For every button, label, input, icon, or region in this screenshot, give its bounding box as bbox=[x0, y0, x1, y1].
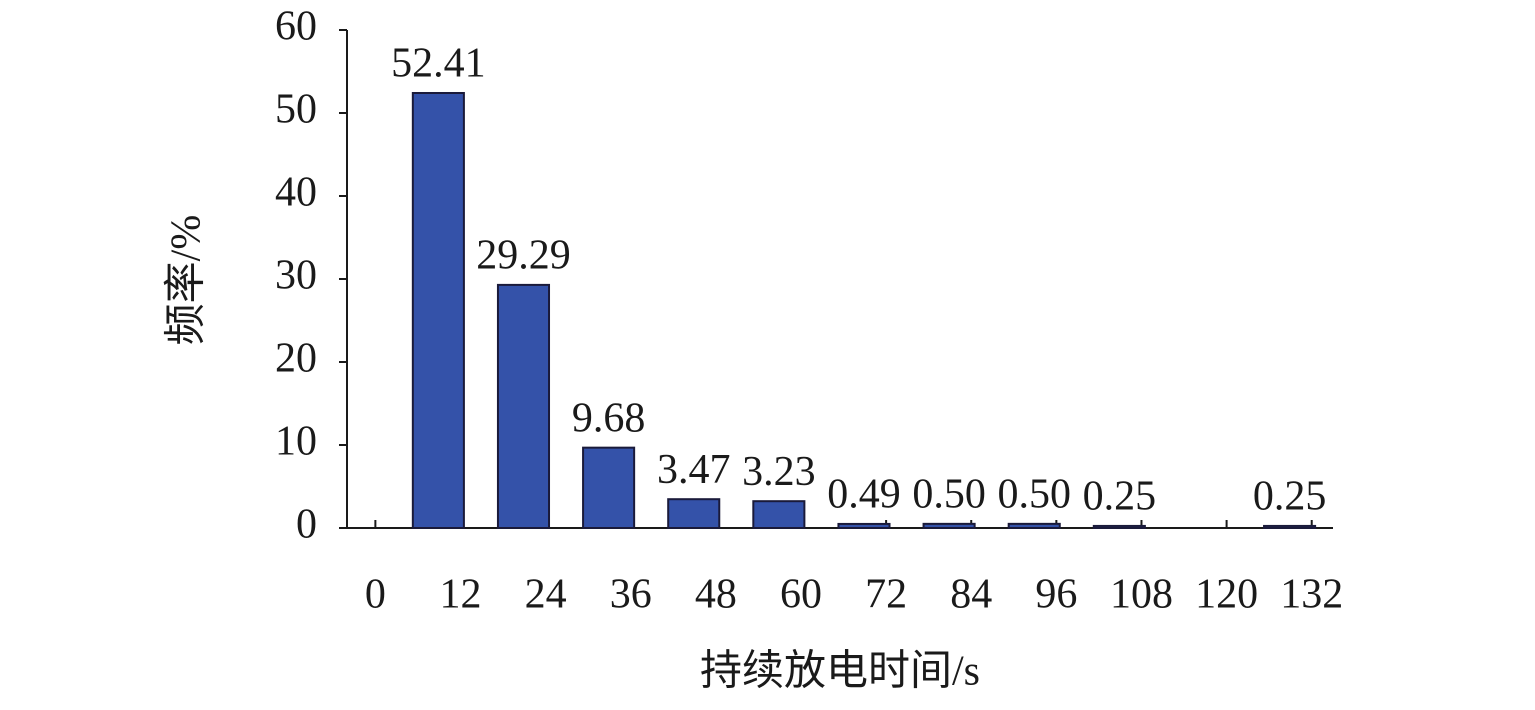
value-label: 0.50 bbox=[912, 471, 986, 517]
x-tick-label: 0 bbox=[365, 572, 386, 618]
bar bbox=[496, 283, 551, 529]
x-tick-label: 60 bbox=[780, 572, 822, 618]
x-tick-label: 84 bbox=[950, 572, 992, 618]
x-tick-label: 132 bbox=[1280, 572, 1343, 618]
y-tick-label: 30 bbox=[275, 253, 317, 299]
value-label: 0.50 bbox=[997, 471, 1071, 517]
bar bbox=[1092, 524, 1146, 529]
bar bbox=[411, 91, 465, 529]
y-tick-label: 50 bbox=[275, 87, 317, 133]
y-axis-label: 频率/% bbox=[163, 215, 210, 346]
value-label: 9.68 bbox=[572, 395, 646, 441]
y-tick-label: 20 bbox=[275, 336, 317, 382]
value-label: 52.41 bbox=[391, 41, 486, 87]
bar bbox=[1007, 522, 1061, 529]
y-tick-label: 60 bbox=[275, 4, 317, 50]
value-label: 0.25 bbox=[1083, 474, 1157, 520]
x-tick-label: 72 bbox=[865, 572, 907, 618]
x-tick-label: 108 bbox=[1110, 572, 1173, 618]
bar bbox=[582, 446, 636, 530]
x-tick-label: 48 bbox=[695, 572, 737, 618]
bar bbox=[752, 500, 806, 530]
value-label: 29.29 bbox=[476, 233, 571, 279]
bar bbox=[922, 522, 976, 529]
bar bbox=[837, 522, 891, 529]
x-tick-label: 12 bbox=[439, 572, 481, 618]
bar bbox=[1263, 524, 1317, 529]
value-label: 3.23 bbox=[742, 449, 816, 495]
x-tick-label: 96 bbox=[1035, 572, 1077, 618]
y-tick-label: 10 bbox=[275, 419, 317, 465]
value-label: 0.25 bbox=[1253, 474, 1327, 520]
x-tick-label: 36 bbox=[610, 572, 652, 618]
x-tick-label: 24 bbox=[525, 572, 567, 618]
value-label: 0.49 bbox=[827, 472, 901, 518]
y-tick-label: 0 bbox=[296, 502, 317, 548]
x-tick-label: 120 bbox=[1195, 572, 1258, 618]
value-label: 3.47 bbox=[657, 447, 731, 493]
x-axis-label: 持续放电时间/s bbox=[700, 649, 980, 695]
y-tick-label: 40 bbox=[275, 170, 317, 216]
bar bbox=[667, 498, 721, 530]
